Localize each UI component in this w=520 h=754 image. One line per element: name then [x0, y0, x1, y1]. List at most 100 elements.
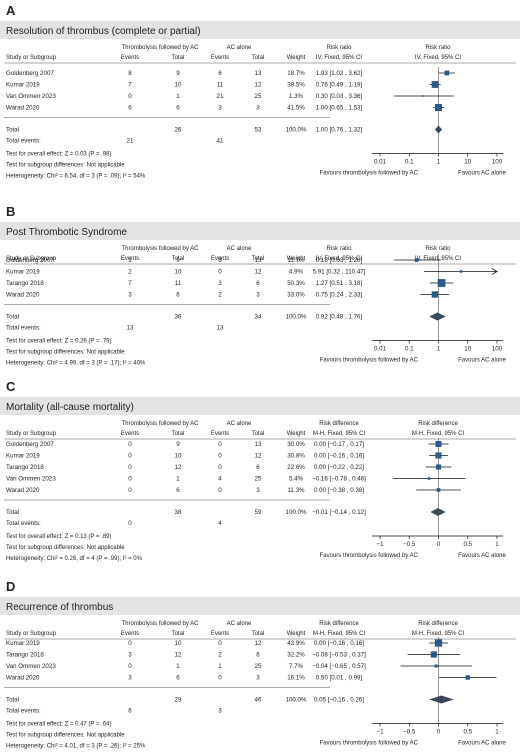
panel-title: Post Thrombotic Syndrome — [6, 227, 127, 238]
estimate-marker — [427, 477, 431, 480]
weight-value: 43.9% — [287, 640, 305, 647]
estimate-marker — [434, 639, 443, 647]
total-events-2: 4 — [218, 520, 222, 527]
total-header-2: Total — [252, 55, 265, 61]
events-value-1: 0 — [128, 640, 132, 647]
forest-panel-d: D Recurrence of thrombus Thrombolysis foll… — [0, 579, 520, 750]
plot-measure-header: Risk difference — [418, 421, 458, 427]
forest-panel-c: C Mortality (all-cause mortality) Thrombol… — [0, 379, 520, 562]
footnote: Test for subgroup differences: Not appli… — [6, 545, 125, 551]
total-header-2: Total — [252, 256, 265, 262]
total-label: Total — [6, 127, 19, 134]
group1-header: Thrombolysis followed by AC — [121, 246, 199, 252]
total-value-1: 12 — [175, 652, 182, 659]
tick-label: 0.5 — [463, 541, 472, 548]
total-value-2: 6 — [256, 280, 260, 287]
total-events-1: 13 — [127, 325, 134, 332]
total-value-1: 6 — [176, 487, 180, 494]
total-value-2: 6 — [256, 464, 260, 471]
study-name: Tarango 2018 — [6, 464, 44, 471]
footnote: Heterogeneity: Chi² = 0.26, df = 4 (P = … — [6, 556, 143, 562]
total-value-1: 6 — [176, 675, 180, 682]
tick-label: 0.01 — [374, 346, 387, 353]
events-value-1: 3 — [128, 675, 132, 682]
title-banner — [0, 597, 520, 615]
events-value-2: 0 — [218, 269, 222, 276]
favours-left: Favours thrombolysis followed by AC — [320, 741, 419, 747]
total-value-2: 12 — [255, 640, 262, 647]
group1-header: Thrombolysis followed by AC — [121, 45, 199, 51]
weight-value: 11.7% — [287, 257, 305, 264]
total-diamond — [429, 312, 446, 321]
weight-value: 30.0% — [287, 441, 305, 448]
tick-label: 10 — [464, 159, 471, 166]
footnote: Test for subgroup differences: Not appli… — [6, 733, 125, 739]
estimate-marker — [436, 488, 441, 492]
weight-header: Weight — [287, 256, 306, 262]
ci-value: 0.50 [0.01 , 0.99] — [316, 675, 363, 682]
total-value-1: 9 — [176, 441, 180, 448]
total-label: Total — [6, 509, 19, 516]
total-header-1: Total — [172, 55, 185, 61]
weight-value: 1.3% — [289, 93, 304, 100]
panel-letter: B — [6, 204, 15, 219]
total-weight: 100.0% — [286, 697, 307, 704]
total-value-1: 11 — [175, 280, 182, 287]
panel-letter: A — [6, 3, 16, 18]
plot-measure-header: Risk difference — [418, 621, 458, 627]
estimate-marker — [414, 258, 419, 262]
events-value-1: 6 — [128, 105, 132, 112]
total-ci: 1.00 [0.76 , 1.32] — [316, 127, 363, 134]
events-value-2: 0 — [218, 464, 222, 471]
total-value-2: 13 — [255, 441, 262, 448]
ci-value: −0.04 [−0.65 , 0.57] — [312, 663, 366, 670]
total-events-label: Total events: — [6, 708, 41, 715]
ci-value: 0.00 [−0.22 , 0.22] — [314, 464, 364, 471]
study-header: Study or Subgroup — [6, 256, 57, 262]
study-name: Van Ommen 2023 — [6, 476, 56, 483]
ci-value: 0.00 [−0.16 , 0.16] — [314, 640, 364, 647]
total-value-2: 13 — [255, 257, 262, 264]
events-value-2: 21 — [217, 93, 224, 100]
tick-label: 0.5 — [463, 729, 472, 736]
group2-header: AC alone — [227, 421, 252, 427]
total-events-label: Total events: — [6, 520, 41, 527]
ci-arrow — [491, 268, 498, 275]
weight-value: 18.7% — [287, 70, 305, 77]
events-header-2: Events — [211, 631, 229, 637]
events-header-2: Events — [211, 55, 229, 61]
weight-value: 41.5% — [287, 105, 305, 112]
tick-label: 1 — [495, 729, 499, 736]
tick-label: 1 — [437, 346, 441, 353]
weight-value: 50.3% — [287, 280, 305, 287]
favours-right: Favours AC alone — [458, 358, 506, 364]
weight-value: 32.2% — [287, 652, 305, 659]
weight-value: 30.8% — [287, 453, 305, 460]
forest-panel-b: B Post Thrombotic Syndrome Thrombolysis fo… — [0, 204, 520, 367]
footnote: Test for overall effect: Z = 0.47 (P = .… — [6, 722, 112, 728]
events-value-2: 2 — [218, 292, 222, 299]
estimate-marker — [465, 675, 470, 680]
events-value-2: 0 — [218, 487, 222, 494]
events-header-1: Events — [121, 55, 139, 61]
tick-label: 0 — [437, 729, 441, 736]
total-label: Total — [6, 697, 19, 704]
footnote: Test for overall effect: Z = 0.13 (P = .… — [6, 534, 112, 540]
weight-value: 33.0% — [287, 292, 305, 299]
group1-header: Thrombolysis followed by AC — [121, 421, 199, 427]
total-diamond — [435, 125, 443, 134]
footnote: Heterogeneity: Chi² = 6.54, df = 3 (P = … — [6, 174, 146, 180]
method-header: M-H, Fixed, 95% CI — [313, 431, 366, 437]
footnote: Test for subgroup differences: Not appli… — [6, 163, 125, 169]
total-header-1: Total — [172, 256, 185, 262]
tick-label: 0.01 — [374, 159, 387, 166]
total-value-1: 9 — [176, 70, 180, 77]
tick-label: −0.5 — [403, 541, 416, 548]
footnote: Heterogeneity: Chi² = 4.99, df = 3 (P = … — [6, 361, 146, 367]
total-sum-1: 36 — [175, 314, 182, 321]
tick-label: 100 — [492, 159, 503, 166]
study-header: Study or Subgroup — [6, 431, 57, 437]
estimate-marker — [437, 279, 446, 287]
events-value-1: 0 — [128, 93, 132, 100]
study-header: Study or Subgroup — [6, 55, 57, 61]
